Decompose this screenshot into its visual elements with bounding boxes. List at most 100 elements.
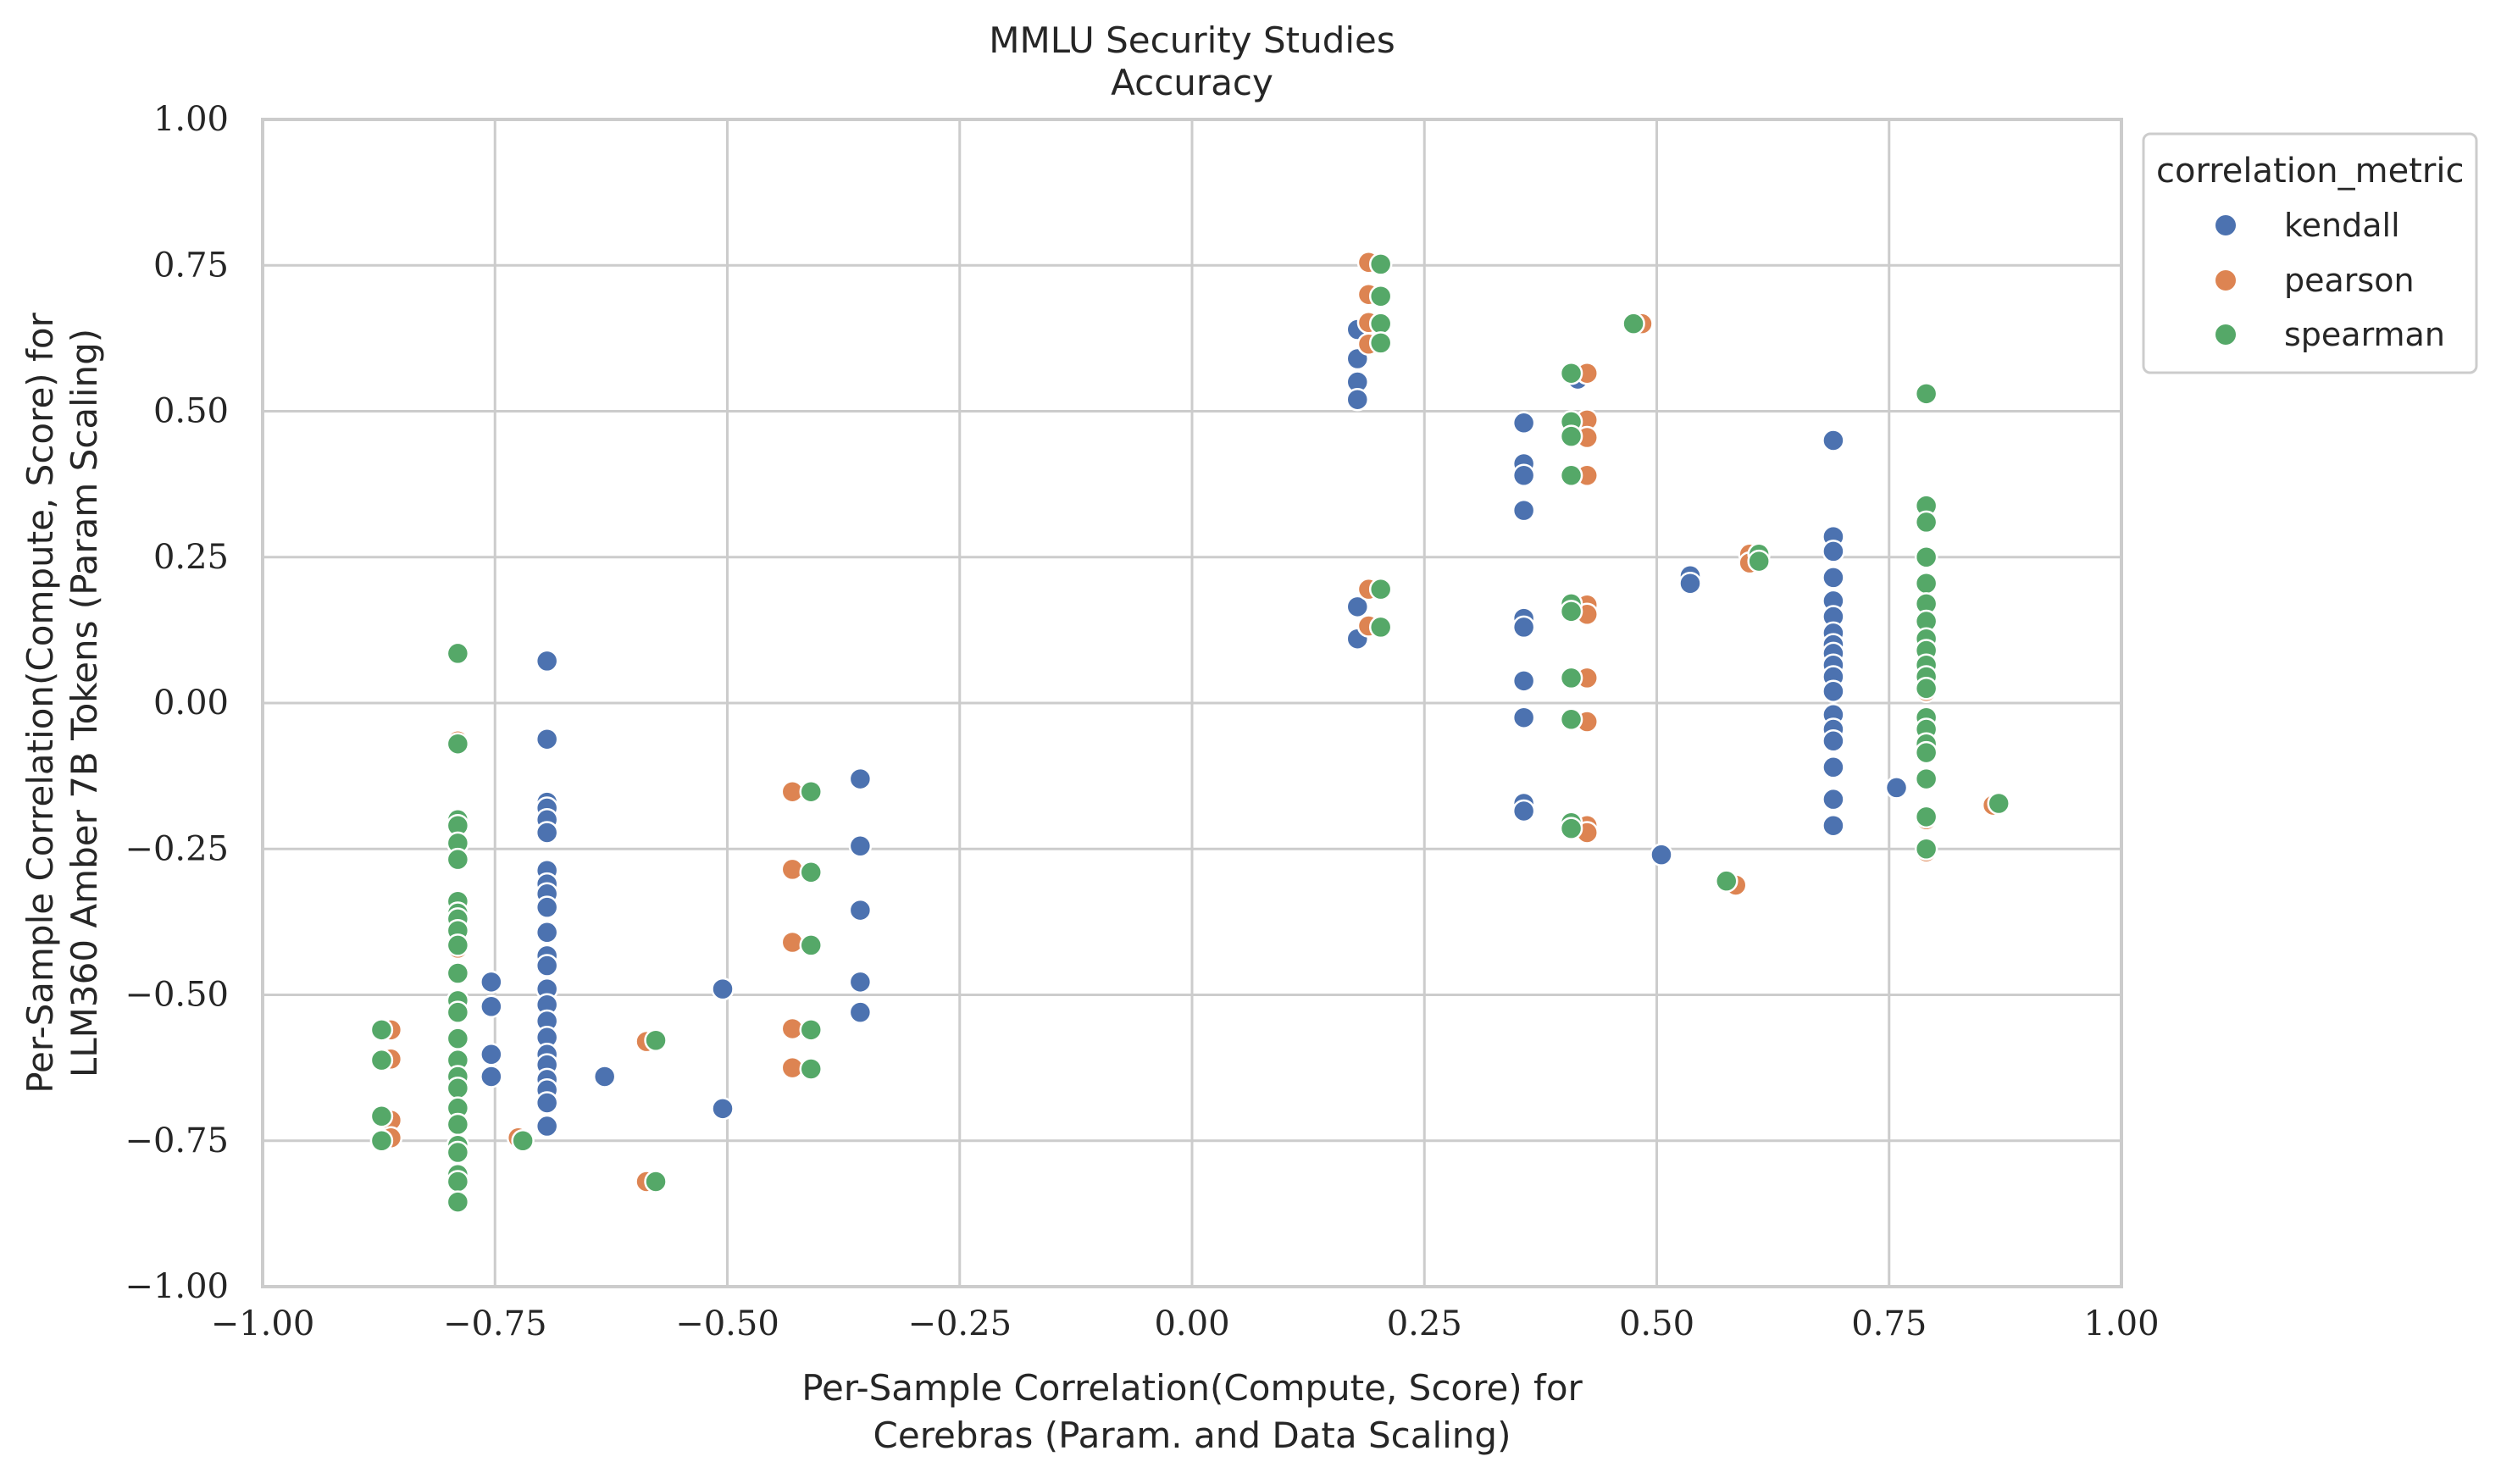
data-point-kendall: [1822, 756, 1845, 779]
x-tick-label: 0.75: [1851, 1304, 1927, 1343]
data-point-spearman: [446, 732, 470, 756]
data-point-spearman: [1914, 572, 1938, 595]
data-point-kendall: [535, 821, 559, 844]
legend-marker-spearman: [2215, 324, 2236, 345]
data-point-kendall: [1650, 843, 1673, 867]
data-point-kendall: [480, 994, 503, 1019]
data-point-spearman: [1368, 331, 1393, 355]
x-tick-label: −0.50: [675, 1304, 779, 1343]
data-point-kendall: [1822, 429, 1845, 452]
data-point-kendall: [535, 895, 559, 919]
data-point-spearman: [369, 1018, 394, 1042]
data-point-spearman: [1559, 424, 1583, 448]
data-point-kendall: [848, 767, 873, 791]
data-point-spearman: [799, 933, 823, 957]
data-point-spearman: [1914, 677, 1938, 700]
y-tick-label: 0.50: [153, 392, 229, 431]
y-tick-labels: −1.00 −0.75 −0.50 −0.25 0.00 0.25 0.50 0.75 1.00: [125, 100, 229, 1306]
data-point-spearman: [369, 1105, 394, 1128]
data-point-kendall: [848, 1000, 873, 1024]
y-tick-label: 0.75: [153, 246, 229, 285]
data-point-kendall: [480, 1065, 503, 1088]
data-point-spearman: [369, 1129, 394, 1153]
data-point-spearman: [644, 1028, 668, 1052]
data-point-kendall: [1511, 498, 1536, 523]
data-point-spearman: [1622, 312, 1645, 335]
y-tick-label: 0.00: [153, 684, 229, 723]
data-point-kendall: [1822, 540, 1845, 563]
x-axis-label-line-2: Cerebras (Param. and Data Scaling): [873, 1415, 1511, 1456]
data-point-spearman: [1715, 869, 1738, 893]
data-point-spearman: [799, 861, 823, 884]
data-point-kendall: [480, 1043, 503, 1066]
data-point-spearman: [1368, 285, 1393, 308]
y-tick-label: −1.00: [125, 1267, 229, 1306]
x-axis-label-line-1: Per-Sample Correlation(Compute, Score) f…: [801, 1367, 1583, 1409]
x-tick-label: 1.00: [2083, 1304, 2159, 1343]
x-tick-label: −0.25: [907, 1304, 1012, 1343]
data-point-kendall: [1511, 615, 1536, 640]
y-tick-label: −0.50: [125, 976, 229, 1015]
legend-label-kendall: kendall: [2284, 207, 2400, 244]
data-point-spearman: [446, 1076, 470, 1100]
data-point-spearman: [446, 1170, 470, 1193]
data-point-spearman: [1914, 545, 1938, 569]
y-tick-label: −0.75: [125, 1121, 229, 1160]
data-point-spearman: [446, 1140, 470, 1165]
data-point-kendall: [711, 1097, 735, 1121]
legend-label-pearson: pearson: [2284, 262, 2415, 299]
grid-lines: [261, 118, 2123, 1288]
data-point-spearman: [1559, 361, 1583, 385]
data-point-kendall: [848, 898, 873, 922]
chart-title-line-2: Accuracy: [1111, 62, 1273, 103]
data-point-kendall: [1822, 679, 1845, 703]
data-point-kendall: [848, 970, 873, 994]
data-point-spearman: [1368, 615, 1393, 640]
series-spearman: [369, 252, 2010, 1214]
data-point-kendall: [1345, 595, 1370, 619]
data-point-kendall: [480, 970, 503, 994]
data-point-spearman: [1368, 312, 1393, 335]
data-point-spearman: [1559, 707, 1583, 732]
data-point-kendall: [1511, 706, 1536, 729]
data-point-kendall: [535, 1114, 559, 1138]
data-point-spearman: [1914, 510, 1938, 534]
data-point-spearman: [1559, 600, 1583, 623]
data-point-kendall: [1822, 813, 1845, 838]
data-point-kendall: [1511, 669, 1536, 693]
data-point-spearman: [1914, 767, 1938, 791]
data-point-spearman: [1914, 740, 1938, 765]
data-point-kendall: [1884, 776, 1909, 800]
data-point-kendall: [1511, 463, 1536, 488]
data-point-spearman: [446, 933, 470, 957]
data-point-spearman: [446, 1000, 470, 1024]
x-tick-label: −1.00: [211, 1304, 315, 1343]
data-point-spearman: [1987, 791, 2010, 816]
x-tick-labels: −1.00 −0.75 −0.50 −0.25 0.00 0.25 0.50 0.75 1.00: [211, 1304, 2160, 1343]
x-tick-label: −0.75: [443, 1304, 547, 1343]
data-point-spearman: [446, 641, 470, 666]
data-point-kendall: [535, 727, 559, 751]
data-point-spearman: [1559, 666, 1583, 690]
chart-title-line-1: MMLU Security Studies: [989, 19, 1395, 61]
data-point-spearman: [1559, 817, 1583, 840]
legend-title: correlation_metric: [2156, 152, 2464, 191]
data-point-spearman: [1747, 549, 1771, 573]
data-point-spearman: [1368, 252, 1393, 276]
data-point-kendall: [535, 921, 559, 944]
y-axis-label-line-1: Per-Sample Correlation(Compute, Score) f…: [19, 312, 61, 1093]
data-point-spearman: [799, 779, 823, 804]
data-point-kendall: [1511, 799, 1536, 823]
y-tick-label: 1.00: [153, 100, 229, 139]
data-point-kendall: [1345, 387, 1370, 412]
data-point-spearman: [1368, 577, 1393, 601]
data-point-spearman: [799, 1018, 823, 1042]
data-point-spearman: [446, 961, 470, 985]
x-tick-label: 0.25: [1387, 1304, 1462, 1343]
data-point-kendall: [592, 1065, 617, 1088]
x-tick-label: 0.50: [1619, 1304, 1694, 1343]
y-tick-label: 0.25: [153, 538, 229, 577]
data-point-kendall: [1822, 566, 1845, 590]
data-point-kendall: [535, 954, 559, 977]
data-point-kendall: [1511, 411, 1536, 435]
